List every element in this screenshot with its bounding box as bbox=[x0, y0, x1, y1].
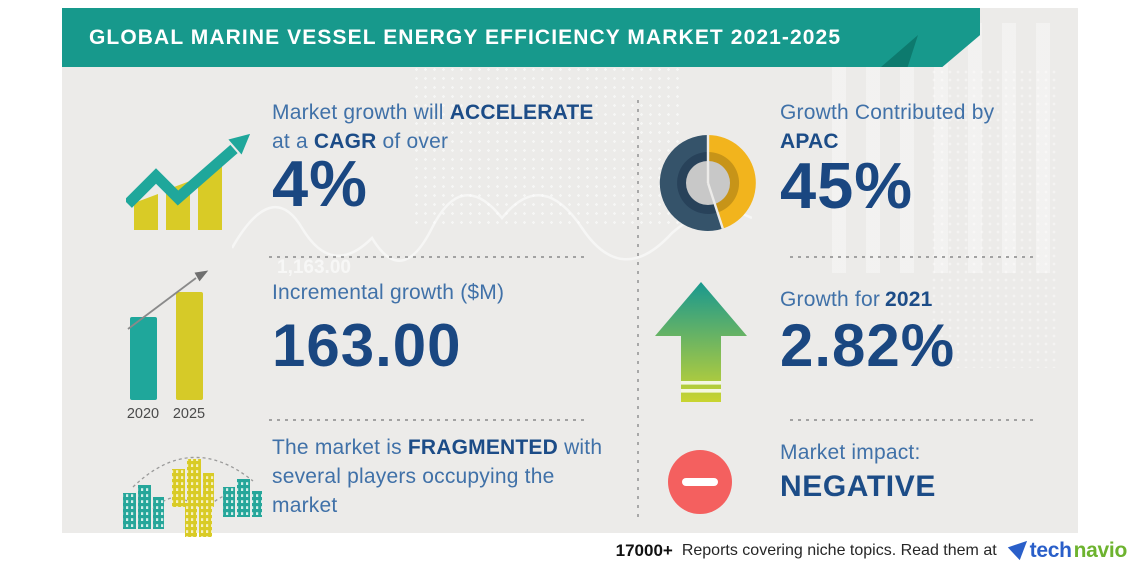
fragmentation-text-2: with several players occupying the marke… bbox=[272, 436, 603, 517]
cagr-label: CAGR bbox=[313, 130, 377, 153]
logo-navio: navio bbox=[1073, 539, 1128, 562]
infographic-panel: 1,163.00 Market growth will ACCELERATE a… bbox=[62, 8, 1078, 537]
growth-2021-value: 2.82% bbox=[780, 312, 956, 379]
background-ghost-number: 1,163.00 bbox=[277, 257, 351, 278]
incremental-growth-label: Incremental growth ($M) bbox=[272, 281, 505, 304]
fragmentation-keyword: FRAGMENTED bbox=[407, 436, 559, 459]
separator-right-2 bbox=[790, 419, 1034, 421]
cagr-text-2: at a bbox=[272, 130, 314, 153]
growth-2021-year: 2021 bbox=[885, 288, 933, 311]
apac-text: Growth Contributed by bbox=[780, 101, 995, 124]
separator-right-1 bbox=[790, 256, 1034, 258]
separator-left-1 bbox=[269, 256, 587, 258]
page-title: GLOBAL MARINE VESSEL ENERGY EFFICIENCY M… bbox=[89, 26, 842, 49]
cagr-text-1: Market growth will bbox=[272, 101, 450, 124]
incremental-growth-bars-icon: 2020 2025 bbox=[127, 270, 209, 422]
technavio-logo[interactable]: tech navio bbox=[1006, 539, 1127, 563]
cagr-text-3: of over bbox=[376, 130, 449, 153]
logo-tech: tech bbox=[1029, 539, 1072, 562]
technavio-triangle-icon bbox=[1007, 540, 1027, 561]
apac-description: Growth Contributed by APAC bbox=[780, 98, 994, 156]
growth-chart-icon bbox=[126, 133, 251, 230]
apac-region: APAC bbox=[780, 130, 839, 153]
title-banner: GLOBAL MARINE VESSEL ENERGY EFFICIENCY M… bbox=[62, 8, 980, 67]
market-impact-value: NEGATIVE bbox=[780, 470, 936, 503]
cagr-accelerate: ACCELERATE bbox=[449, 101, 594, 124]
reports-count: 17000+ bbox=[615, 541, 673, 560]
incremental-growth-value: 163.00 bbox=[272, 312, 462, 379]
up-arrow-icon bbox=[655, 282, 747, 402]
fragmentation-description: The market is FRAGMENTED with several pl… bbox=[272, 433, 620, 520]
year-end-label: 2025 bbox=[173, 406, 205, 422]
negative-impact-minus-icon bbox=[668, 450, 732, 514]
growth-2021-label: Growth for 2021 bbox=[780, 285, 933, 314]
cagr-description: Market growth will ACCELERATE at a CAGR … bbox=[272, 98, 594, 156]
market-impact-label: Market impact: bbox=[780, 441, 921, 464]
fragmentation-text-1: The market is bbox=[272, 436, 408, 459]
footer-text: Reports covering niche topics. Read them… bbox=[681, 542, 997, 559]
minus-bar bbox=[682, 478, 718, 486]
footer: 17000+ Reports covering niche topics. Re… bbox=[615, 539, 1128, 563]
cagr-value: 4% bbox=[272, 147, 368, 220]
year-start-label: 2020 bbox=[127, 406, 159, 422]
fragmented-market-buildings-icon bbox=[123, 456, 262, 537]
apac-value: 45% bbox=[780, 149, 914, 222]
growth-2021-text: Growth for bbox=[780, 288, 881, 311]
apac-donut-chart-icon bbox=[659, 134, 756, 231]
separator-vertical bbox=[637, 100, 639, 520]
separator-left-2 bbox=[269, 419, 587, 421]
